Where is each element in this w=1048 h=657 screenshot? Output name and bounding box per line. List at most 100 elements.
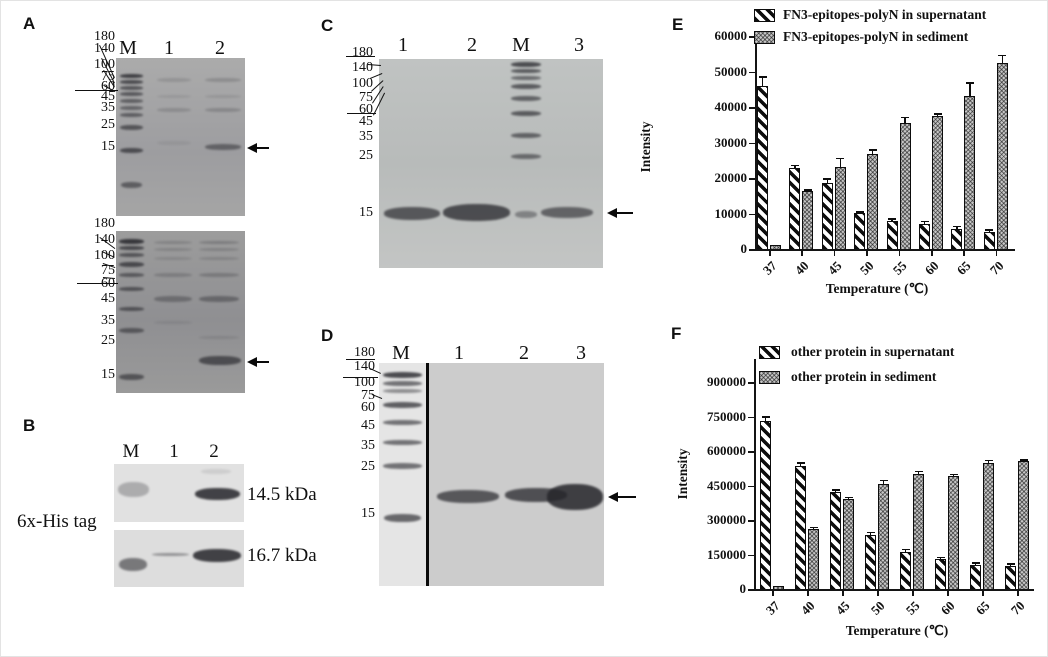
chart-e-bar-diagonal-hatch-40	[789, 168, 801, 249]
ladder-mw-45: 45	[101, 291, 115, 306]
chart-f-y-axis	[754, 359, 756, 591]
chart-f-error-cap	[866, 531, 875, 534]
gel-band	[199, 296, 239, 302]
band-label-14-5: 14.5 kDa	[247, 484, 317, 505]
chart-f-bar-dot-grid-50	[878, 484, 889, 589]
ladder-mw-25: 25	[101, 333, 115, 348]
lane-label-3: 3	[576, 342, 586, 364]
gel-band	[199, 241, 239, 244]
chart-f-bar-diagonal-hatch-45	[830, 492, 841, 589]
chart-e-error-bar	[872, 149, 874, 154]
gel-band	[511, 111, 541, 116]
ladder-mw-35: 35	[361, 438, 375, 453]
ladder-mw-100: 100	[94, 248, 115, 263]
ladder-mw-35: 35	[101, 100, 115, 115]
gel-band	[154, 248, 192, 251]
panel-label-f: F	[671, 324, 682, 343]
chart-f-error-cap	[914, 470, 923, 473]
chart-f-x-tick-label: 40	[797, 598, 818, 618]
gel-band	[120, 113, 143, 117]
gel-band	[384, 207, 440, 220]
chart-e-error-cap	[868, 149, 877, 151]
chart-e-y-tick	[749, 107, 755, 109]
lane-label-M: M	[122, 441, 140, 462]
gel-band	[199, 273, 239, 277]
chart-e-y-axis	[755, 36, 757, 251]
chart-f-x-tick	[1017, 591, 1019, 596]
chart-e-error-cap	[952, 225, 961, 228]
panel-label-a: A	[23, 14, 36, 33]
gel-band	[547, 484, 603, 510]
gel-band	[157, 141, 191, 145]
gel-band	[119, 239, 144, 244]
ladder-mw-15: 15	[361, 506, 375, 521]
band-arrow	[255, 147, 269, 149]
chart-e-y-tick-label: 50000	[714, 63, 748, 79]
ladder-mw-15: 15	[101, 367, 115, 382]
chart-f-error-cap	[984, 459, 993, 462]
chart-e-error-cap	[965, 82, 974, 84]
gel-band	[383, 463, 422, 469]
lane-label-2: 2	[209, 441, 219, 462]
lane-label-3: 3	[574, 34, 584, 56]
gel-band	[205, 108, 241, 112]
gel-band	[205, 144, 241, 150]
chart-f-y-tick-label: 750000	[707, 408, 746, 424]
band-arrow	[255, 361, 269, 363]
band-arrow-head	[607, 208, 617, 218]
chart-e-legend-swatch	[754, 9, 775, 22]
chart-e-error-cap	[901, 116, 910, 119]
gel-band	[205, 95, 241, 98]
chart-e-x-tick-label: 37	[759, 258, 780, 278]
gel-band	[511, 96, 541, 101]
chart-f-bar-diagonal-hatch-50	[865, 534, 876, 589]
chart-f-error-bar	[904, 548, 907, 553]
ladder-mw-15: 15	[359, 205, 373, 220]
chart-f-x-tick-label: 37	[762, 598, 783, 618]
gel-band	[120, 74, 143, 78]
lane-label-2: 2	[467, 34, 477, 56]
chart-f-y-tick-label: 300000	[707, 512, 746, 527]
gel-band	[120, 125, 143, 130]
chart-e-error-bar	[923, 220, 926, 225]
chart-e-bar-dot-grid-50	[867, 153, 879, 249]
gel-a-bottom	[116, 231, 245, 393]
chart-f-bar-dot-grid-55	[913, 474, 924, 589]
ladder-mw-180: 180	[352, 45, 373, 60]
chart-f-y-tick-label: 600000	[707, 443, 746, 458]
chart-e-bar-diagonal-hatch-65	[951, 229, 963, 249]
ladder-mw-15: 15	[101, 139, 115, 154]
gel-band	[120, 86, 143, 90]
gel-band	[119, 374, 144, 380]
chart-e-y-tick	[749, 249, 755, 251]
chart-f-bar-dot-grid-37	[773, 585, 784, 589]
chart-f-legend-swatch	[759, 371, 780, 384]
chart-f-error-bar	[799, 462, 802, 466]
leader-line	[75, 90, 118, 92]
chart-e-x-tick-label: 70	[986, 258, 1007, 278]
chart-e-bar-dot-grid-70	[996, 62, 1008, 249]
chart-f-legend-swatch	[759, 346, 780, 359]
ladder-mw-60: 60	[101, 276, 115, 291]
chart-e-error-bar	[839, 157, 841, 167]
gel-band	[199, 356, 241, 365]
lane-label-2: 2	[215, 37, 225, 59]
chart-f-bar-diagonal-hatch-65	[970, 564, 981, 589]
chart-e-bar-diagonal-hatch-37	[757, 85, 768, 249]
chart-e-bar-diagonal-hatch-60	[919, 224, 930, 249]
ladder-mw-75: 75	[359, 90, 373, 105]
ladder-mw-35: 35	[101, 313, 115, 328]
chart-f-xlabel: Temperature (℃)	[845, 623, 949, 638]
chart-e-error-bar	[826, 178, 828, 183]
ladder-mw-140: 140	[352, 60, 373, 75]
chart-e-y-tick-label: 30000	[714, 134, 748, 150]
gel-d-marker-lane	[379, 363, 426, 586]
ladder-mw-100: 100	[352, 76, 373, 91]
chart-f-y-tick-label: 900000	[707, 374, 746, 389]
chart-e-y-tick-label: 20000	[714, 170, 748, 185]
chart-f-y-tick-label: 150000	[707, 546, 746, 562]
chart-f-error-cap	[1006, 563, 1015, 565]
gel-band	[383, 389, 422, 393]
chart-f-error-bar	[882, 479, 885, 485]
